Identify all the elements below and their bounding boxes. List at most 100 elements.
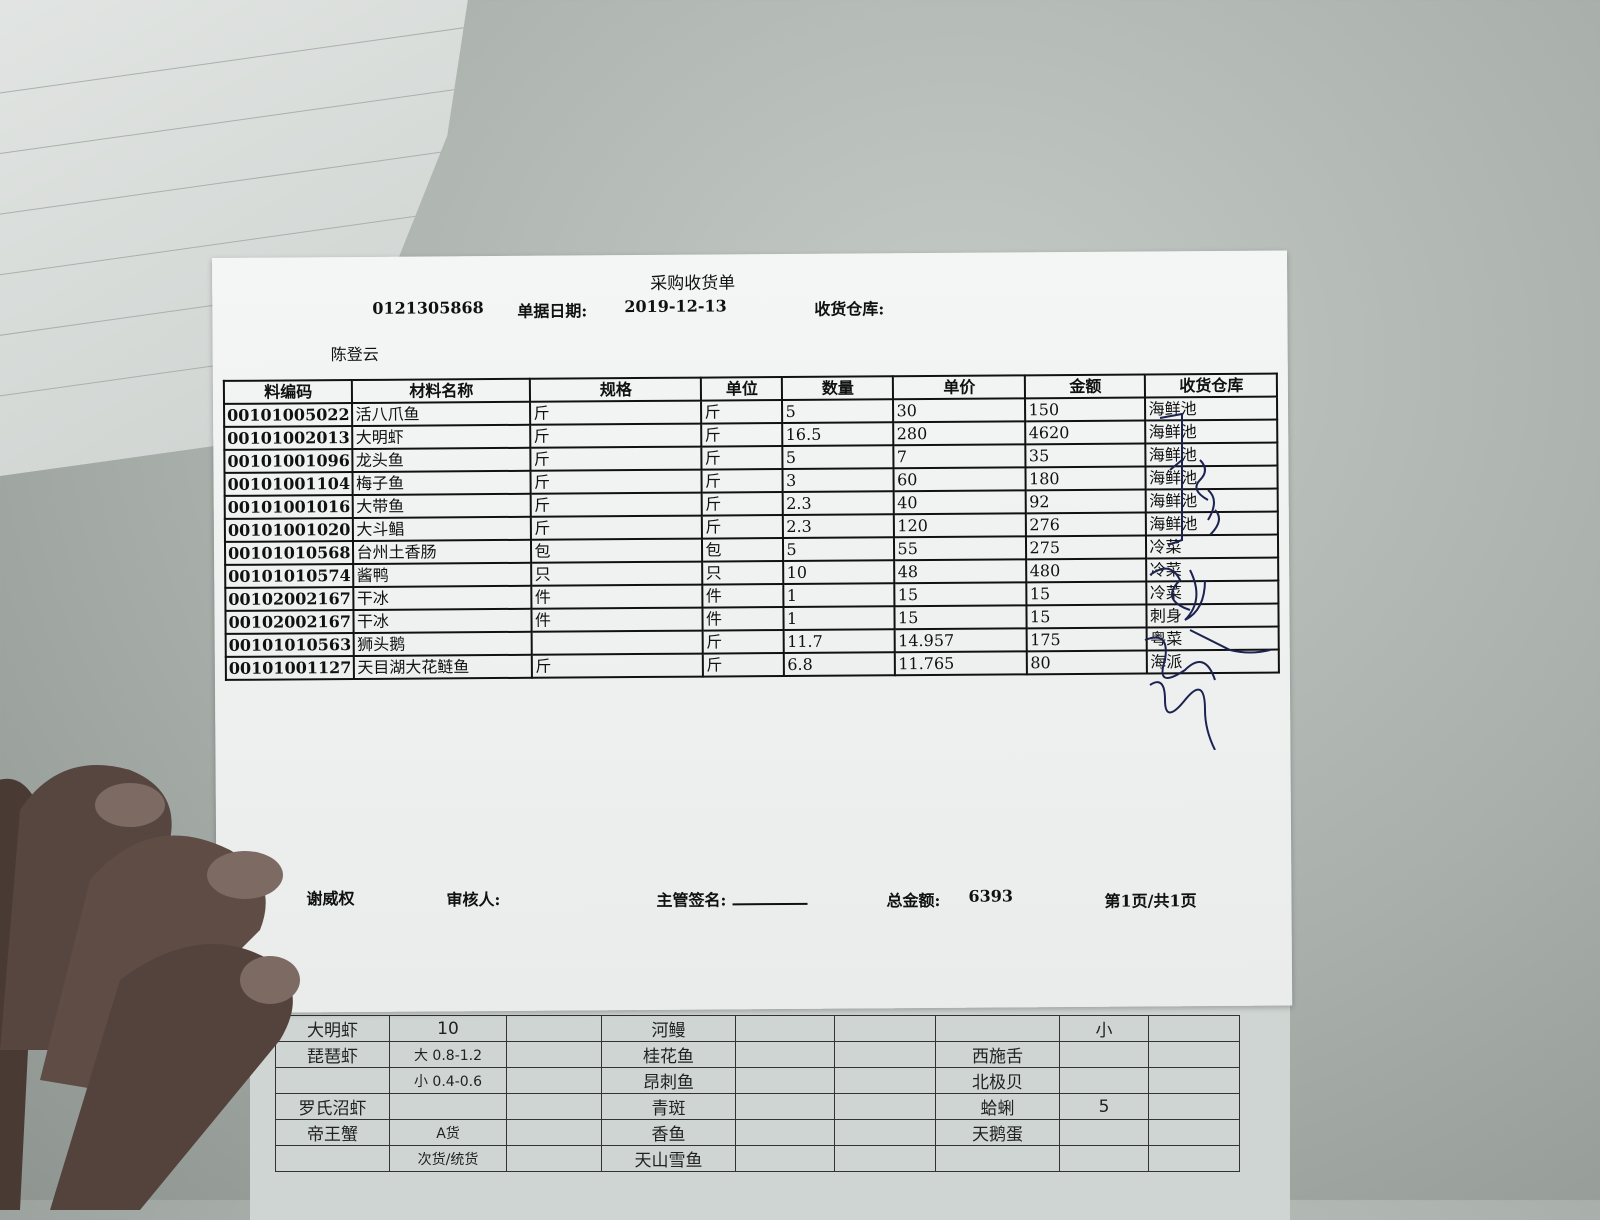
- table-cell: 斤: [530, 423, 702, 448]
- table-cell: 件: [702, 584, 784, 608]
- table-cell: 11.7: [784, 629, 896, 654]
- table-cell: [834, 1041, 936, 1068]
- supervisor-signature: 主管签名:: [656, 886, 808, 911]
- table-cell: 斤: [701, 446, 783, 470]
- table-cell: 包: [531, 538, 703, 563]
- table-cell: 只: [531, 561, 703, 586]
- table-row: 罗氏沼虾 青斑 蛤蜊 5: [275, 1093, 1240, 1120]
- table-cell: 桂花鱼: [601, 1041, 736, 1068]
- table-cell: 大 0.8-1.2: [389, 1041, 507, 1068]
- table-cell: 件: [531, 584, 703, 609]
- table-cell: 80: [1027, 650, 1148, 675]
- table-cell: 冷菜: [1146, 534, 1279, 559]
- table-cell: 5: [782, 445, 894, 470]
- table-cell: 斤: [701, 469, 784, 493]
- table-row: 次货/统货 天山雪鱼: [275, 1145, 1240, 1172]
- signature-line: [732, 902, 808, 906]
- table-cell: 7: [893, 444, 1026, 469]
- table-cell: 斤: [531, 515, 703, 540]
- table-cell: 次货/统货: [389, 1145, 507, 1172]
- table-cell: 西施舌: [935, 1041, 1060, 1068]
- table-cell: 酱鸭: [353, 562, 532, 588]
- table-cell: [834, 1015, 936, 1042]
- table-row: 帝王蟹 A货 香鱼 天鹅蛋: [275, 1119, 1240, 1146]
- table-cell: 4620: [1025, 420, 1146, 445]
- table-cell: 河鳗: [601, 1015, 736, 1042]
- table-cell: [834, 1093, 936, 1120]
- table-cell: 狮头鹅: [354, 631, 533, 657]
- table-cell: [834, 1119, 936, 1146]
- table-cell: 包: [702, 538, 784, 562]
- table-cell: 5: [783, 537, 895, 562]
- table-cell: 海派: [1147, 649, 1280, 674]
- table-cell: 14.957: [895, 628, 1028, 653]
- table-cell: 276: [1026, 512, 1147, 537]
- table-cell: 小: [1059, 1015, 1149, 1042]
- table-cell: 275: [1026, 535, 1147, 560]
- table-cell: [389, 1093, 507, 1120]
- table-cell: 00101001020: [224, 518, 354, 542]
- table-cell: 只: [702, 561, 784, 585]
- table-cell: 6.8: [784, 652, 896, 677]
- table-cell: 00101010568: [224, 541, 354, 565]
- table-cell: [1059, 1145, 1149, 1172]
- auditor-label: 审核人:: [446, 890, 501, 910]
- table-cell: 480: [1026, 558, 1147, 583]
- table-cell: [1148, 1041, 1240, 1068]
- table-cell: 斤: [703, 653, 785, 677]
- table-cell: 2.3: [783, 514, 895, 539]
- table-cell: [735, 1041, 835, 1068]
- table-cell: 干冰: [353, 585, 532, 611]
- table-cell: 件: [531, 607, 704, 632]
- table-cell: 刺身: [1146, 603, 1280, 628]
- table-cell: 台州土香肠: [353, 539, 532, 565]
- table-cell: [1148, 1015, 1240, 1042]
- table-cell: 斤: [703, 630, 785, 654]
- table-cell: 大斗鲳: [353, 516, 532, 542]
- table-cell: A货: [389, 1119, 507, 1146]
- table-cell: 海鲜池: [1146, 511, 1279, 536]
- table-cell: 15: [1026, 604, 1148, 629]
- table-cell: 北极贝: [935, 1067, 1060, 1094]
- table-cell: 55: [894, 536, 1027, 561]
- table-cell: 92: [1026, 489, 1147, 514]
- table-cell: [1148, 1145, 1240, 1172]
- table-cell: 180: [1025, 466, 1147, 491]
- table-cell: 天目湖大花鲢鱼: [354, 654, 533, 680]
- table-cell: 10: [783, 560, 895, 585]
- table-cell: 天鹅蛋: [935, 1119, 1060, 1146]
- table-cell: [735, 1093, 835, 1120]
- table-cell: [735, 1067, 835, 1094]
- table-cell: [1148, 1067, 1240, 1094]
- table-cell: 00101001104: [224, 472, 354, 496]
- date-value: 2019-12-13: [624, 296, 727, 317]
- total-label: 总金额:: [886, 890, 941, 911]
- table-cell: 48: [894, 559, 1027, 584]
- column-header: 收货仓库: [1145, 373, 1278, 398]
- table-cell: 斤: [530, 469, 703, 494]
- table-row: 大明虾 10 河鳗 小: [275, 1015, 1240, 1042]
- table-cell: 大明虾: [275, 1015, 390, 1042]
- table-cell: 00101001016: [224, 495, 354, 519]
- table-cell: [735, 1145, 835, 1172]
- table-cell: 昂刺鱼: [601, 1067, 736, 1094]
- table-cell: 5: [1059, 1093, 1149, 1120]
- date-label: 单据日期:: [517, 301, 588, 321]
- table-cell: 粤菜: [1147, 626, 1280, 651]
- table-cell: [834, 1145, 936, 1172]
- table-cell: [506, 1093, 602, 1120]
- table-cell: [532, 630, 704, 655]
- table-cell: [1148, 1119, 1240, 1146]
- table-cell: 5: [782, 399, 894, 424]
- table-cell: 30: [893, 398, 1026, 423]
- table-cell: [275, 1067, 390, 1094]
- column-header: 料编码: [223, 380, 353, 404]
- table-cell: [834, 1067, 936, 1094]
- table-cell: 00101001127: [225, 656, 355, 680]
- table-cell: [735, 1119, 835, 1146]
- table-cell: 大明虾: [352, 424, 531, 450]
- table-row: 琵琶虾大 0.8-1.2 桂花鱼 西施舌: [275, 1041, 1240, 1068]
- table-cell: 2.3: [783, 491, 895, 516]
- table-cell: 280: [893, 421, 1026, 446]
- column-header: 数量: [782, 376, 894, 401]
